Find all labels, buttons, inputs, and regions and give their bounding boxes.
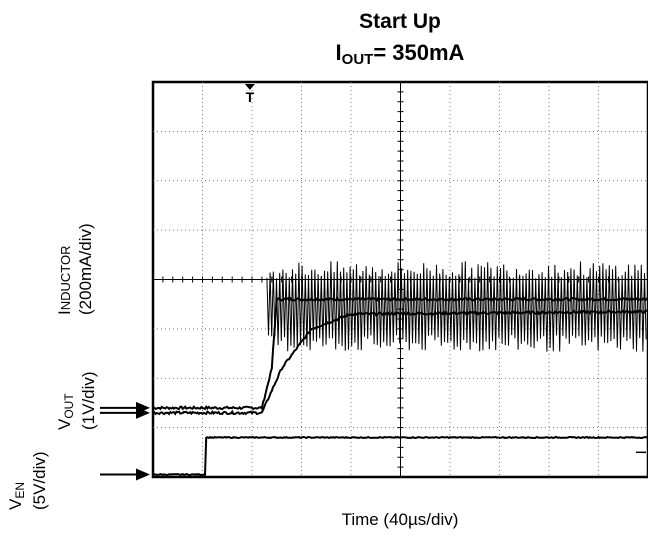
trigger-marker-label: T	[246, 89, 255, 105]
vout-label-name: VOUT	[55, 393, 76, 430]
inductor-ripple-band	[266, 261, 647, 352]
inductor-label-scale: (200mA/div)	[76, 223, 95, 315]
ven-label-name: VEN	[6, 481, 27, 510]
inductor-label-name: INDUCTOR	[55, 245, 74, 316]
chart-title: Start Up	[359, 10, 441, 33]
inductor-channel-label: INDUCTOR (200mA/div)	[55, 223, 96, 315]
subtitle-suffix: = 350mA	[373, 40, 465, 65]
chart-subtitle: IOUT= 350mA	[150, 40, 648, 68]
x-axis-label: Time (40µs/div)	[341, 510, 459, 529]
vout-channel-label: VOUT (1V/div)	[55, 371, 99, 430]
channel-arrow-head	[136, 468, 150, 481]
trigger-marker-icon	[244, 84, 255, 90]
ven-channel-label: VEN (5V/div)	[6, 451, 50, 510]
plot-traces	[152, 261, 648, 477]
subtitle-subscript: OUT	[341, 51, 374, 68]
subtitle-prefix: I	[335, 40, 342, 65]
plot-markers: T	[100, 84, 646, 481]
ven-trace	[152, 435, 648, 477]
vout-label-scale: (1V/div)	[79, 371, 98, 430]
channel-arrow-head	[136, 406, 150, 419]
ven-label-scale: (5V/div)	[30, 451, 49, 510]
